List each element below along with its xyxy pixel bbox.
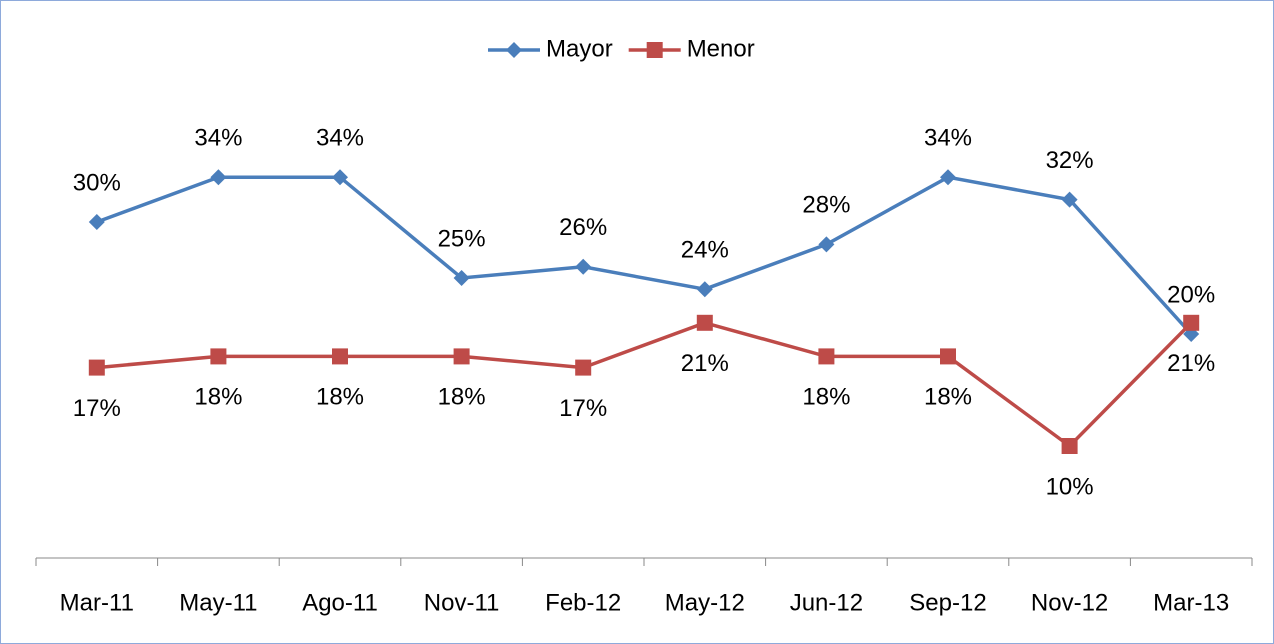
data-point [696,314,713,331]
data-point [575,359,592,376]
data-label: 18% [438,384,486,411]
series-line [96,175,1193,336]
data-label: 17% [559,395,607,422]
data-label: 26% [559,214,607,241]
data-label: 17% [73,395,121,422]
data-point [818,348,835,365]
data-label: 34% [924,125,972,152]
x-tick-label: Mar-13 [1153,589,1229,616]
data-label: 34% [194,125,242,152]
data-point [453,270,470,286]
data-label: 10% [1046,473,1094,500]
data-label: 30% [73,169,121,196]
legend-marker [646,42,663,58]
legend-label: Mayor [546,35,613,62]
data-label: 18% [802,384,850,411]
x-tick-label: May-11 [179,589,257,616]
x-tick-label: Sep-12 [909,589,986,616]
x-tick-label: May-12 [665,589,745,616]
x-tick-label: Nov-12 [1031,589,1108,616]
data-point [210,169,227,186]
data-label: 20% [1167,281,1215,308]
data-point [1183,314,1200,331]
data-point [210,348,227,365]
data-point [1061,438,1078,454]
data-point [1061,191,1078,208]
data-label: 18% [924,384,972,411]
data-label: 21% [681,350,729,377]
data-label: 32% [1046,147,1094,174]
data-label: 34% [316,125,364,152]
legend-label: Menor [687,35,755,62]
data-point [88,359,105,376]
legend-marker [506,42,522,58]
data-point [332,169,348,186]
x-tick-label: Feb-12 [545,589,621,616]
data-label: 18% [316,384,364,411]
x-tick-label: Jun-12 [790,589,863,616]
data-point [696,281,713,298]
x-tick-label: Ago-11 [302,589,378,616]
x-tick-label: Nov-11 [424,589,500,616]
data-label: 28% [802,192,850,219]
data-point [575,258,592,275]
data-point [453,348,470,365]
series-line [96,320,1193,449]
data-point [940,169,956,186]
data-point [940,348,956,365]
data-point [88,214,105,230]
data-point [818,236,835,253]
data-point [332,348,348,365]
data-label: 21% [1167,350,1215,377]
x-tick-label: Mar-11 [60,589,134,616]
data-label: 24% [681,237,729,264]
data-label: 25% [438,225,486,252]
data-label: 18% [194,384,242,411]
